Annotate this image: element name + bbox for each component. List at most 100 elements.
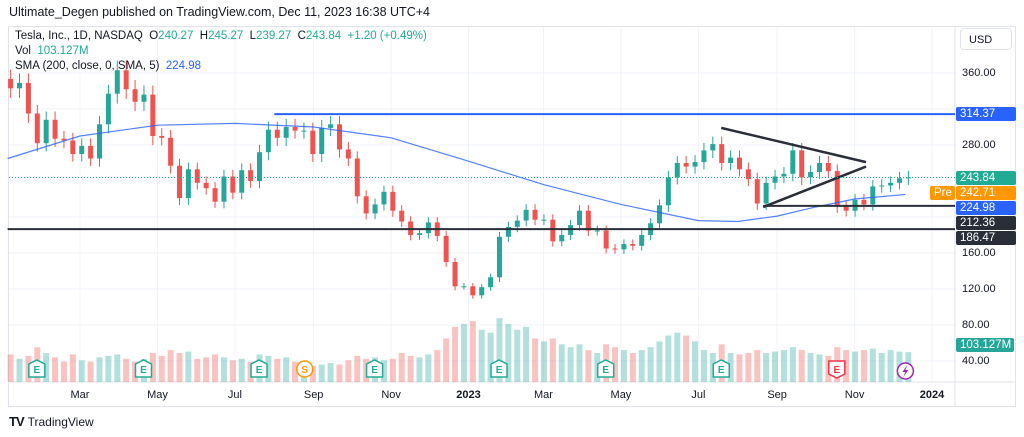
symbol-title[interactable]: Tesla, Inc., 1D, NASDAQ [15,30,143,42]
volume-bar [452,326,459,382]
volume-bar [354,355,361,382]
candle-body [799,150,805,178]
volume-legend[interactable]: Vol 103.127M [15,45,89,57]
candle-body [416,233,422,235]
volume-bar [647,347,654,382]
candle-body [550,219,556,242]
volume-bar [220,357,227,382]
y-tick-label: 40.00 [962,355,990,367]
candle-body [265,129,271,153]
volume-bar [754,350,761,382]
sma-label: SMA (200, close, 0, SMA, 5) [15,60,160,72]
earnings-marker-label: E [371,365,378,376]
volume-bar [674,332,681,382]
candle-body [736,157,742,170]
earnings-marker[interactable] [134,359,153,378]
volume-bar [656,341,663,382]
candle-body [159,136,165,138]
earnings-marker[interactable] [28,359,46,378]
candle-body [665,177,671,206]
earnings-marker[interactable] [712,359,730,378]
earnings-marker[interactable] [250,359,268,378]
volume-bar [434,350,441,382]
currency-button[interactable]: USD [960,28,1012,50]
volume-bar [638,350,645,382]
candle-body [683,163,689,167]
earnings-marker[interactable] [365,359,384,378]
candle-body [816,163,822,172]
volume-bar [869,348,876,382]
earnings-marker[interactable] [490,359,508,378]
x-tick-label: Jul [691,389,706,401]
candle-body [79,145,85,154]
tradingview-logo[interactable]: TV TradingView [9,414,94,429]
lightning-bolt-icon [902,365,909,377]
open-value: 240.27 [158,30,194,42]
sma-legend[interactable]: SMA (200, close, 0, SMA, 5) 224.98 [15,60,201,72]
candle-body [141,94,147,102]
close-label: C [297,30,306,42]
volume-bar [212,354,219,382]
candle-body [221,176,227,202]
candle-body [257,152,263,181]
candle-body [656,205,662,224]
volume-bar [620,350,627,382]
candle-body [772,176,778,183]
candle-body [745,169,751,180]
candle-body [194,169,200,183]
candle-body [621,244,627,250]
volume-bar [807,353,814,382]
earnings-marker-label: E [256,365,263,376]
candle-body [34,113,40,144]
candle-body [896,178,902,183]
candle-body [292,127,298,131]
candle-body [425,222,431,234]
earnings-marker[interactable] [596,359,615,378]
volume-bar [514,329,521,382]
volume-bar [407,355,414,382]
candle-body [372,204,378,214]
volume-bar [283,357,290,382]
candle-body [505,226,511,237]
open-label: O [149,30,159,42]
candle-body [203,182,209,189]
price-label: 243.84 [956,170,1016,185]
candle-body [630,244,636,246]
sma-line [7,122,906,223]
candle-body [123,70,129,90]
candle-body [97,124,103,159]
candle-body [754,179,760,204]
volume-bar [700,350,707,382]
candle-body [336,124,342,150]
candle-body [43,119,49,144]
volume-bar [52,357,59,382]
split-marker[interactable] [296,360,314,378]
candle-body [674,163,680,178]
volume-bar [69,354,76,382]
volume-bar [203,357,210,382]
volume-bar [398,353,405,382]
candle-body [692,162,698,167]
earnings-marker[interactable] [828,360,846,379]
volume-bar [238,358,245,382]
y-tick-label: 280.00 [962,139,996,151]
volume-bar [123,358,130,382]
candle-body [452,262,458,287]
candle-body [514,220,520,227]
candle-body [701,150,707,163]
earnings-marker-label: E [833,365,840,376]
candle-body [808,172,814,178]
candle-body [834,171,840,207]
x-tick-label: May [610,389,632,401]
volume-bar [78,360,85,382]
volume-bar [460,324,467,382]
candle-body [61,138,67,141]
volume-bar [105,355,112,382]
candle-body [345,149,351,159]
split-marker-label: S [301,365,308,376]
earnings-marker-label: E [33,365,40,376]
volume-bar [185,351,192,382]
volume-label: Vol [15,45,31,57]
candle-body [239,170,245,193]
